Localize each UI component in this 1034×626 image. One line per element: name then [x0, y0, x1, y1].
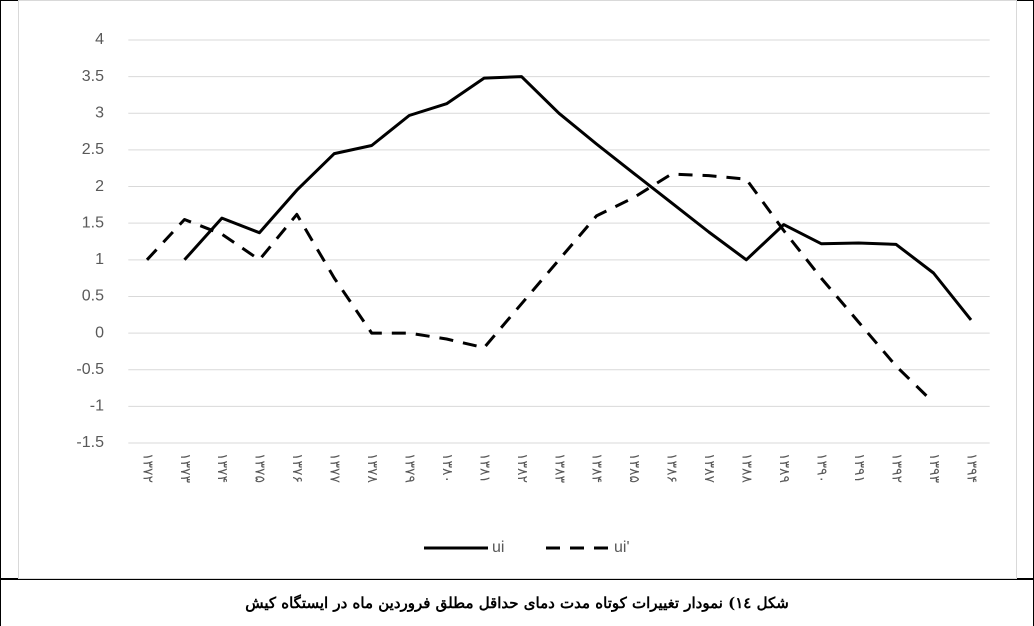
x-tick-label: ۱۳۸۸: [740, 453, 756, 484]
y-tick-label: 0.5: [82, 288, 104, 305]
y-tick-label: 1.5: [82, 214, 104, 231]
y-tick-label: -1.5: [76, 434, 104, 451]
y-tick-label: 2: [95, 178, 104, 195]
x-tick-label: ۱۳۷۹: [402, 453, 418, 483]
y-tick-label: 1: [95, 251, 104, 268]
y-tick-label: 4: [95, 31, 104, 48]
x-tick-label: ۱۳۷۴: [215, 453, 231, 483]
x-tick-label: ۱۳۹۲: [889, 453, 905, 483]
x-tick-label: ۱۳۷۷: [328, 453, 344, 484]
y-tick-label: 0: [95, 324, 104, 341]
chart-area: [18, 0, 1017, 579]
caption: شکل ۱٤) نمودار تغییرات کوتاه مدت دمای حد…: [0, 579, 1034, 626]
x-tick-label: ۱۳۸۶: [665, 453, 681, 483]
y-tick-label: 2.5: [82, 141, 104, 158]
x-tick-label: ۱۳۷۳: [178, 453, 194, 484]
x-tick-label: ۱۳۷۲: [140, 453, 156, 483]
x-tick-label: ۱۳۸۴: [590, 453, 606, 483]
x-tick-label: ۱۳۷۶: [290, 453, 306, 483]
x-tick-label: ۱۳۸۲: [515, 453, 531, 483]
y-tick-label: 3: [95, 104, 104, 121]
x-tick-label: ۱۳۸۳: [552, 453, 568, 484]
chart: -1.5 -1 -0.5 0 0.5 1 1.5 2 2.5 3 3.5 4 ۱۳۷۲ ۱۳۷۳ ۱۳۷۴ ۱…: [0, 0, 1034, 579]
x-tick-label: ۱۳۹۴: [964, 453, 980, 483]
x-tick-label: ۱۳۹۳: [927, 453, 943, 484]
series-line: [183, 75, 973, 321]
legend-label: ui: [492, 539, 504, 556]
x-tick-label: ۱۳۹۰: [814, 453, 830, 483]
x-tick-label: ۱۳۷۵: [253, 453, 269, 483]
x-tick-label: ۱۳۸۷: [702, 453, 718, 484]
x-tick-label: ۱۳۸۵: [627, 453, 643, 483]
x-tick-label: ۱۳۸۹: [777, 453, 793, 483]
x-tick-label: ۱۳۷۸: [365, 453, 381, 484]
x-tick-label: ۱۳۹۱: [852, 453, 868, 483]
series-line: [145, 172, 935, 404]
frame: [0, 0, 1034, 579]
x-tick-label: ۱۳۸۰: [440, 453, 456, 483]
y-tick-label: -0.5: [76, 361, 104, 378]
legend-label: ui': [614, 539, 630, 556]
x-tick-label: ۱۳۸۱: [477, 453, 493, 483]
y-tick-label: 3.5: [82, 68, 104, 85]
y-tick-label: -1: [90, 398, 104, 415]
